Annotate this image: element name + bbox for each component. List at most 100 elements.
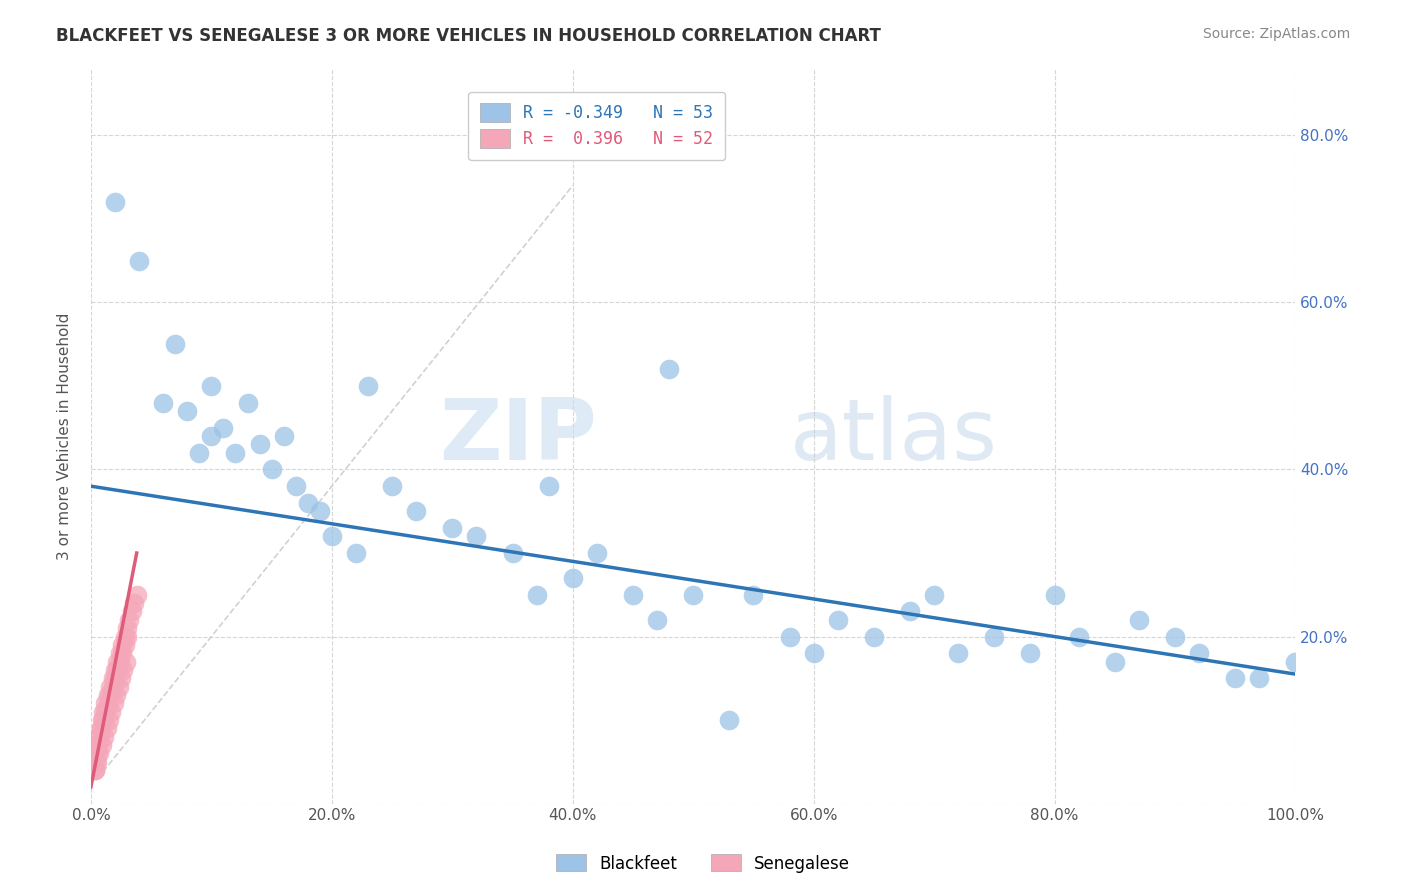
Legend: R = -0.349   N = 53, R =  0.396   N = 52: R = -0.349 N = 53, R = 0.396 N = 52 [468, 92, 725, 160]
Point [381, 479, 404, 493]
Point [107, 655, 129, 669]
Point [321, 529, 343, 543]
Point [97, 697, 120, 711]
Point [118, 613, 141, 627]
Legend: Blackfeet, Senegalese: Blackfeet, Senegalese [550, 847, 856, 880]
Y-axis label: 3 or more Vehicles in Household: 3 or more Vehicles in Household [58, 312, 72, 560]
Point [115, 630, 138, 644]
Point [111, 638, 134, 652]
Point [308, 504, 330, 518]
Point [110, 671, 132, 685]
Point [87, 738, 110, 752]
Point [82, 755, 104, 769]
Point [1019, 646, 1042, 660]
Text: atlas: atlas [790, 394, 997, 477]
Point [98, 688, 121, 702]
Point [465, 529, 488, 543]
Point [86, 747, 108, 761]
Point [96, 722, 118, 736]
Point [90, 738, 112, 752]
Point [90, 722, 112, 736]
Point [83, 763, 105, 777]
Point [114, 638, 136, 652]
Point [922, 588, 945, 602]
Point [86, 755, 108, 769]
Point [224, 446, 246, 460]
Point [803, 646, 825, 660]
Point [108, 655, 131, 669]
Point [200, 429, 222, 443]
Point [84, 738, 107, 752]
Point [94, 705, 117, 719]
Point [1188, 646, 1211, 660]
Point [260, 462, 283, 476]
Point [103, 697, 125, 711]
Point [91, 713, 114, 727]
Point [200, 379, 222, 393]
Point [121, 605, 143, 619]
Point [827, 613, 849, 627]
Point [1225, 671, 1247, 685]
Point [658, 362, 681, 376]
Point [742, 588, 765, 602]
Point [1164, 630, 1187, 644]
Point [1043, 588, 1066, 602]
Point [98, 713, 121, 727]
Point [1104, 655, 1126, 669]
Point [108, 646, 131, 660]
Point [645, 613, 668, 627]
Point [236, 395, 259, 409]
Point [152, 395, 174, 409]
Point [107, 663, 129, 677]
Point [502, 546, 524, 560]
Text: BLACKFEET VS SENEGALESE 3 OR MORE VEHICLES IN HOUSEHOLD CORRELATION CHART: BLACKFEET VS SENEGALESE 3 OR MORE VEHICL… [56, 27, 882, 45]
Point [405, 504, 427, 518]
Point [621, 588, 644, 602]
Point [441, 521, 464, 535]
Point [863, 630, 886, 644]
Point [83, 763, 105, 777]
Point [105, 688, 128, 702]
Point [124, 596, 146, 610]
Point [128, 253, 150, 268]
Point [585, 546, 607, 560]
Point [176, 404, 198, 418]
Point [344, 546, 367, 560]
Point [212, 421, 235, 435]
Point [115, 655, 138, 669]
Point [107, 680, 129, 694]
Point [357, 379, 380, 393]
Point [104, 671, 127, 685]
Point [249, 437, 271, 451]
Point [90, 722, 112, 736]
Point [91, 705, 114, 719]
Point [89, 730, 111, 744]
Point [983, 630, 1005, 644]
Point [104, 663, 127, 677]
Text: ZIP: ZIP [439, 394, 596, 477]
Point [98, 680, 121, 694]
Point [97, 688, 120, 702]
Point [84, 755, 107, 769]
Point [1067, 630, 1090, 644]
Point [526, 588, 548, 602]
Point [111, 646, 134, 660]
Point [94, 697, 117, 711]
Point [561, 571, 583, 585]
Point [718, 713, 741, 727]
Point [100, 705, 122, 719]
Point [284, 479, 307, 493]
Point [188, 446, 211, 460]
Point [537, 479, 560, 493]
Point [90, 713, 112, 727]
Point [125, 588, 148, 602]
Point [1249, 671, 1271, 685]
Point [93, 730, 115, 744]
Point [948, 646, 970, 660]
Point [112, 663, 135, 677]
Point [101, 680, 124, 694]
Point [115, 621, 138, 635]
Point [87, 730, 110, 744]
Point [114, 630, 136, 644]
Point [1284, 655, 1306, 669]
